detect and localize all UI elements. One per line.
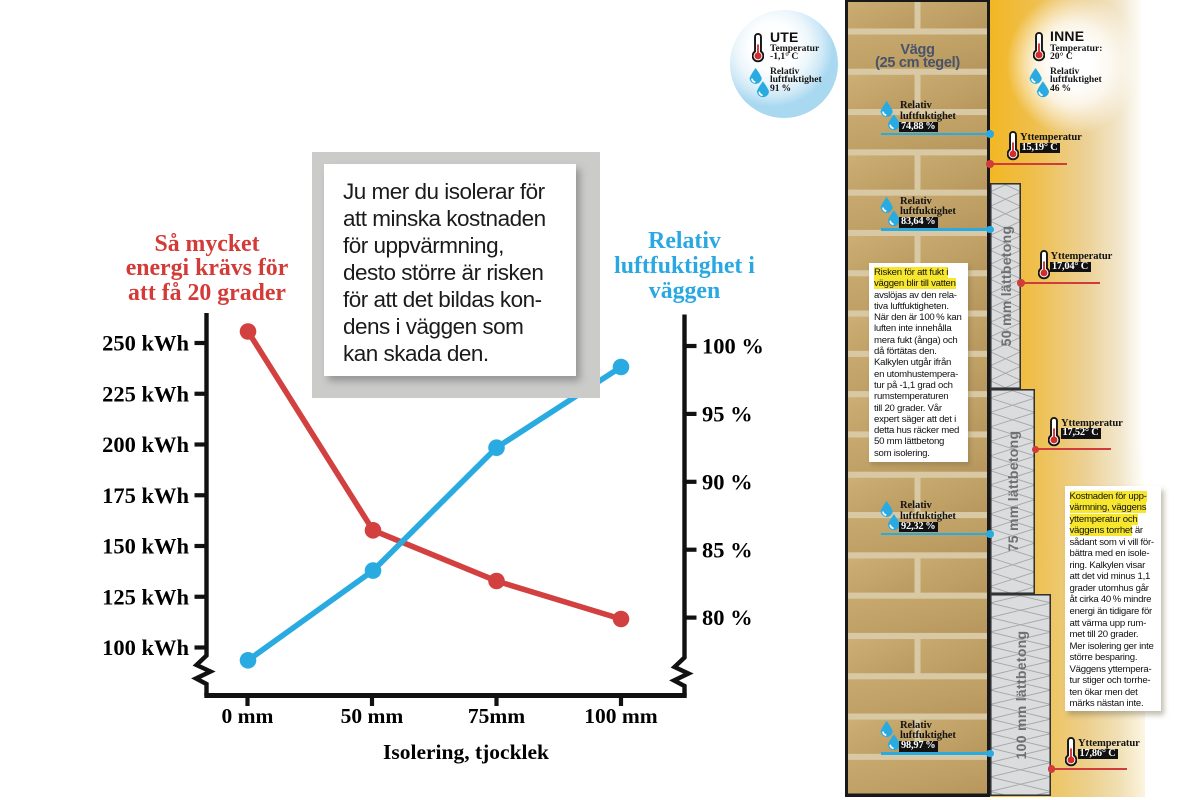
- svg-text:75mm: 75mm: [468, 704, 525, 728]
- svg-text:150 kWh: 150 kWh: [102, 534, 189, 559]
- svg-text:125 kWh: 125 kWh: [102, 584, 189, 609]
- svg-text:250 kWh: 250 kWh: [102, 331, 189, 356]
- svg-text:50 mm: 50 mm: [341, 704, 404, 728]
- svg-text:100 mm: 100 mm: [584, 704, 658, 728]
- svg-text:95 %: 95 %: [702, 402, 753, 427]
- svg-text:100 %: 100 %: [702, 334, 764, 359]
- svg-text:85 %: 85 %: [702, 537, 753, 562]
- svg-text:200 kWh: 200 kWh: [102, 432, 189, 457]
- svg-text:80 %: 80 %: [702, 605, 753, 630]
- svg-text:100 kWh: 100 kWh: [102, 635, 189, 660]
- svg-text:175 kWh: 175 kWh: [102, 483, 189, 508]
- svg-text:225 kWh: 225 kWh: [102, 381, 189, 406]
- svg-text:90 %: 90 %: [702, 469, 753, 494]
- svg-text:Isolering, tjocklek: Isolering, tjocklek: [383, 740, 549, 764]
- svg-text:0 mm: 0 mm: [222, 704, 274, 728]
